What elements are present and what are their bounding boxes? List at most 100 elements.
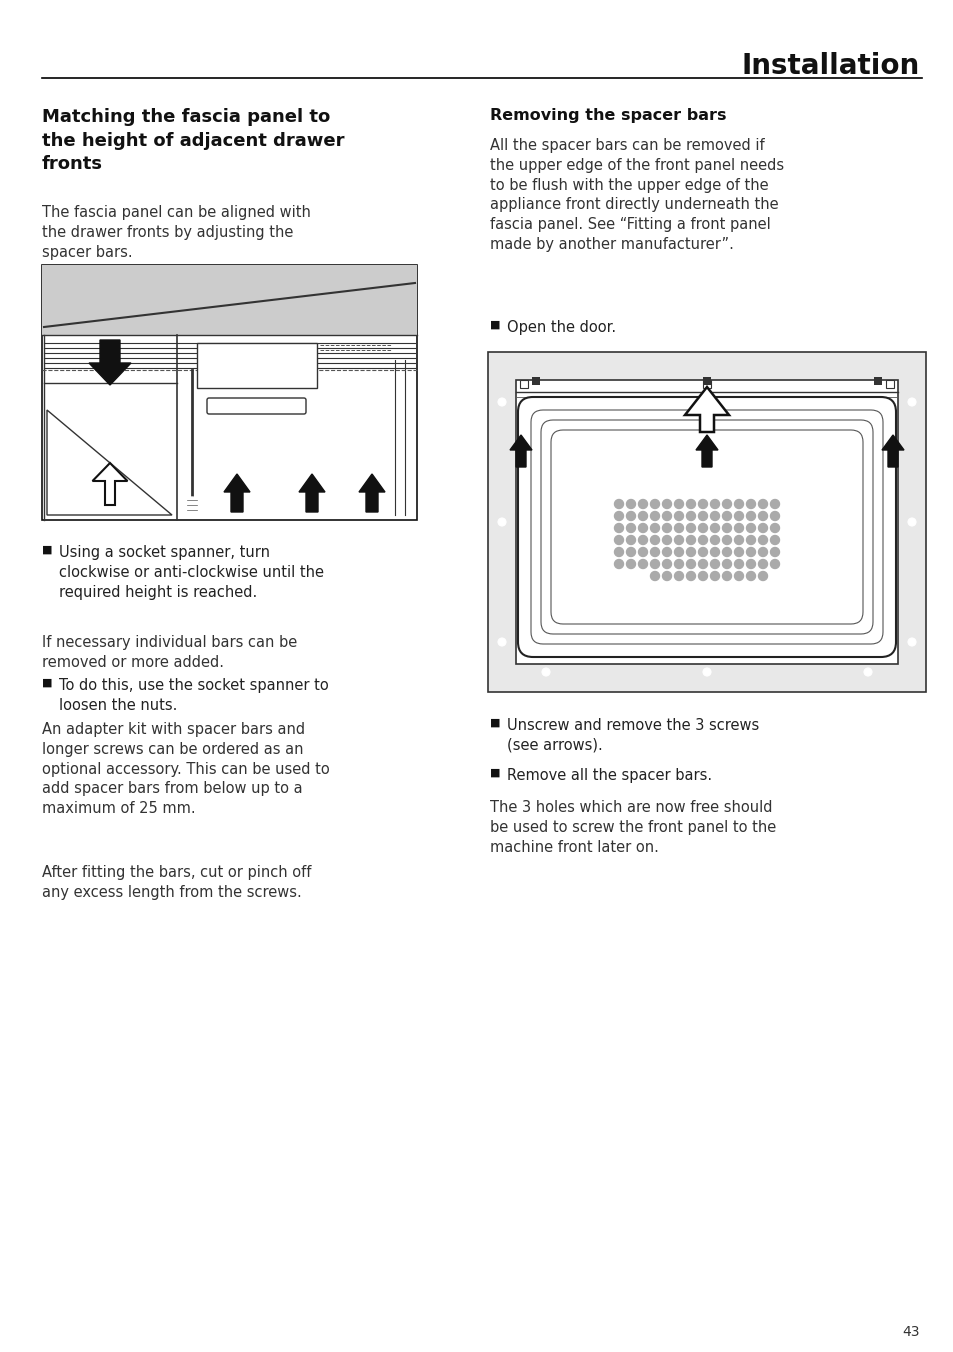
Circle shape bbox=[661, 523, 671, 533]
Text: Removing the spacer bars: Removing the spacer bars bbox=[490, 108, 726, 123]
Text: The fascia panel can be aligned with
the drawer fronts by adjusting the
spacer b: The fascia panel can be aligned with the… bbox=[42, 206, 311, 260]
Circle shape bbox=[721, 572, 731, 580]
Text: Open the door.: Open the door. bbox=[506, 320, 616, 335]
Circle shape bbox=[758, 548, 767, 557]
Circle shape bbox=[661, 535, 671, 545]
Bar bbox=[488, 352, 925, 692]
Circle shape bbox=[734, 535, 742, 545]
Bar bbox=[516, 380, 897, 664]
Circle shape bbox=[674, 523, 682, 533]
FancyArrow shape bbox=[89, 339, 131, 385]
Text: Miele: Miele bbox=[205, 353, 236, 362]
Circle shape bbox=[638, 499, 647, 508]
Circle shape bbox=[650, 499, 659, 508]
Circle shape bbox=[638, 535, 647, 545]
Circle shape bbox=[745, 572, 755, 580]
Circle shape bbox=[674, 535, 682, 545]
Circle shape bbox=[614, 511, 623, 521]
Circle shape bbox=[907, 638, 915, 646]
Circle shape bbox=[686, 511, 695, 521]
Text: Unscrew and remove the 3 screws
(see arrows).: Unscrew and remove the 3 screws (see arr… bbox=[506, 718, 759, 753]
Circle shape bbox=[721, 499, 731, 508]
Circle shape bbox=[710, 499, 719, 508]
Circle shape bbox=[710, 535, 719, 545]
Circle shape bbox=[661, 548, 671, 557]
Text: The 3 holes which are now free should
be used to screw the front panel to the
ma: The 3 holes which are now free should be… bbox=[490, 800, 776, 854]
Circle shape bbox=[184, 498, 200, 512]
Circle shape bbox=[614, 560, 623, 568]
Circle shape bbox=[497, 638, 505, 646]
Circle shape bbox=[770, 499, 779, 508]
Circle shape bbox=[686, 548, 695, 557]
Circle shape bbox=[907, 518, 915, 526]
Text: ■: ■ bbox=[42, 677, 52, 688]
Circle shape bbox=[758, 535, 767, 545]
Circle shape bbox=[614, 535, 623, 545]
Circle shape bbox=[674, 572, 682, 580]
Circle shape bbox=[497, 397, 505, 406]
Circle shape bbox=[650, 535, 659, 545]
Bar bbox=[196, 343, 316, 388]
Circle shape bbox=[721, 560, 731, 568]
Circle shape bbox=[650, 560, 659, 568]
Circle shape bbox=[626, 535, 635, 545]
Circle shape bbox=[626, 511, 635, 521]
Circle shape bbox=[614, 548, 623, 557]
Circle shape bbox=[650, 523, 659, 533]
Text: ■: ■ bbox=[490, 768, 500, 777]
Circle shape bbox=[686, 560, 695, 568]
Circle shape bbox=[686, 523, 695, 533]
Text: Remove all the spacer bars.: Remove all the spacer bars. bbox=[506, 768, 711, 783]
Circle shape bbox=[650, 572, 659, 580]
Circle shape bbox=[661, 560, 671, 568]
Text: 43: 43 bbox=[902, 1325, 919, 1338]
Circle shape bbox=[745, 560, 755, 568]
FancyArrow shape bbox=[882, 435, 903, 466]
FancyArrow shape bbox=[696, 435, 718, 466]
Circle shape bbox=[686, 572, 695, 580]
Circle shape bbox=[721, 535, 731, 545]
FancyArrow shape bbox=[298, 475, 325, 512]
FancyArrow shape bbox=[92, 462, 128, 506]
Circle shape bbox=[698, 535, 707, 545]
Circle shape bbox=[721, 548, 731, 557]
Text: If necessary individual bars can be
removed or more added.: If necessary individual bars can be remo… bbox=[42, 635, 297, 669]
FancyBboxPatch shape bbox=[517, 397, 895, 657]
FancyArrow shape bbox=[684, 387, 728, 433]
Circle shape bbox=[626, 548, 635, 557]
Circle shape bbox=[674, 499, 682, 508]
Circle shape bbox=[698, 523, 707, 533]
Circle shape bbox=[710, 572, 719, 580]
Bar bbox=[42, 265, 416, 521]
Circle shape bbox=[698, 511, 707, 521]
Circle shape bbox=[770, 535, 779, 545]
Circle shape bbox=[638, 560, 647, 568]
Circle shape bbox=[497, 518, 505, 526]
FancyArrow shape bbox=[358, 475, 385, 512]
Circle shape bbox=[638, 523, 647, 533]
Circle shape bbox=[650, 548, 659, 557]
Circle shape bbox=[614, 499, 623, 508]
Bar bbox=[702, 380, 710, 388]
Circle shape bbox=[770, 511, 779, 521]
Text: ■: ■ bbox=[42, 545, 52, 556]
Circle shape bbox=[698, 572, 707, 580]
Circle shape bbox=[638, 511, 647, 521]
Text: ■: ■ bbox=[490, 718, 500, 727]
Circle shape bbox=[686, 535, 695, 545]
Circle shape bbox=[661, 499, 671, 508]
Circle shape bbox=[674, 548, 682, 557]
Bar bbox=[885, 380, 893, 388]
Circle shape bbox=[541, 668, 550, 676]
Circle shape bbox=[626, 523, 635, 533]
Text: All the spacer bars can be removed if
the upper edge of the front panel needs
to: All the spacer bars can be removed if th… bbox=[490, 138, 783, 251]
Circle shape bbox=[614, 523, 623, 533]
Circle shape bbox=[626, 499, 635, 508]
Circle shape bbox=[734, 511, 742, 521]
Circle shape bbox=[734, 572, 742, 580]
Circle shape bbox=[863, 668, 871, 676]
Circle shape bbox=[698, 499, 707, 508]
Bar bbox=[42, 265, 416, 335]
Circle shape bbox=[758, 560, 767, 568]
Circle shape bbox=[907, 397, 915, 406]
